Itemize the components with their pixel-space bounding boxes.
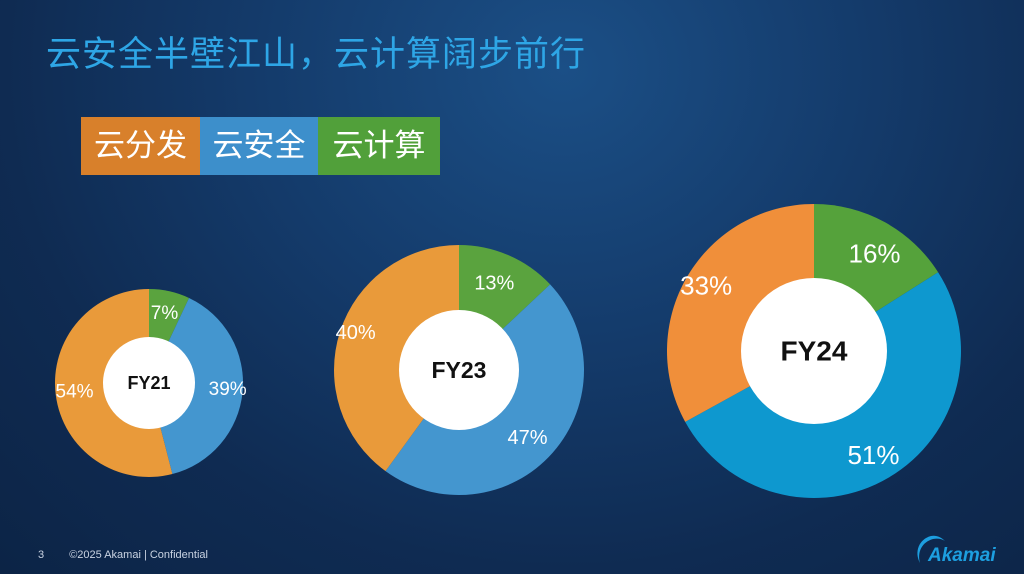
akamai-logo: Akamai xyxy=(917,535,996,566)
center-label: FY24 xyxy=(781,336,848,367)
donut-fy21: 7% 39% 54% FY21 xyxy=(55,289,247,477)
slice-label-cdn: 40% xyxy=(336,322,376,344)
slice-label-security: 39% xyxy=(209,379,247,400)
page-number: 3 xyxy=(38,549,45,561)
legend: 云分发 云安全 云计算 xyxy=(81,117,440,175)
slice-security xyxy=(149,297,244,475)
slice-cdn xyxy=(333,245,459,472)
footer-text: ©2025 Akamai | Confidential xyxy=(69,549,208,561)
slide-title: 云安全半壁江山，云计算阔步前行 xyxy=(46,35,587,75)
logo-swoosh-icon xyxy=(917,535,945,563)
slice-label-compute: 13% xyxy=(474,273,514,295)
slice-label-security: 51% xyxy=(847,440,899,470)
donut-fy23: 13% 47% 40% FY23 xyxy=(333,245,585,496)
donut-hole xyxy=(399,310,519,430)
slice-label-security: 47% xyxy=(507,427,547,449)
donut-hole xyxy=(103,337,195,429)
slice-label-compute: 7% xyxy=(151,303,179,324)
footer: 3 ©2025 Akamai | Confidential xyxy=(38,549,208,561)
legend-item-security: 云安全 xyxy=(200,117,318,175)
slice-label-cdn: 54% xyxy=(56,381,94,402)
slice-label-compute: 16% xyxy=(848,238,900,268)
center-label: FY21 xyxy=(127,373,170,393)
logo-text: Akamai xyxy=(927,545,996,566)
legend-item-cdn: 云分发 xyxy=(81,117,200,175)
slice-label-cdn: 33% xyxy=(680,271,732,301)
center-label: FY23 xyxy=(432,357,487,383)
donut-fy24: 16% 51% 33% FY24 xyxy=(667,204,961,498)
legend-item-compute: 云计算 xyxy=(318,117,440,175)
donut-hole xyxy=(741,278,887,424)
